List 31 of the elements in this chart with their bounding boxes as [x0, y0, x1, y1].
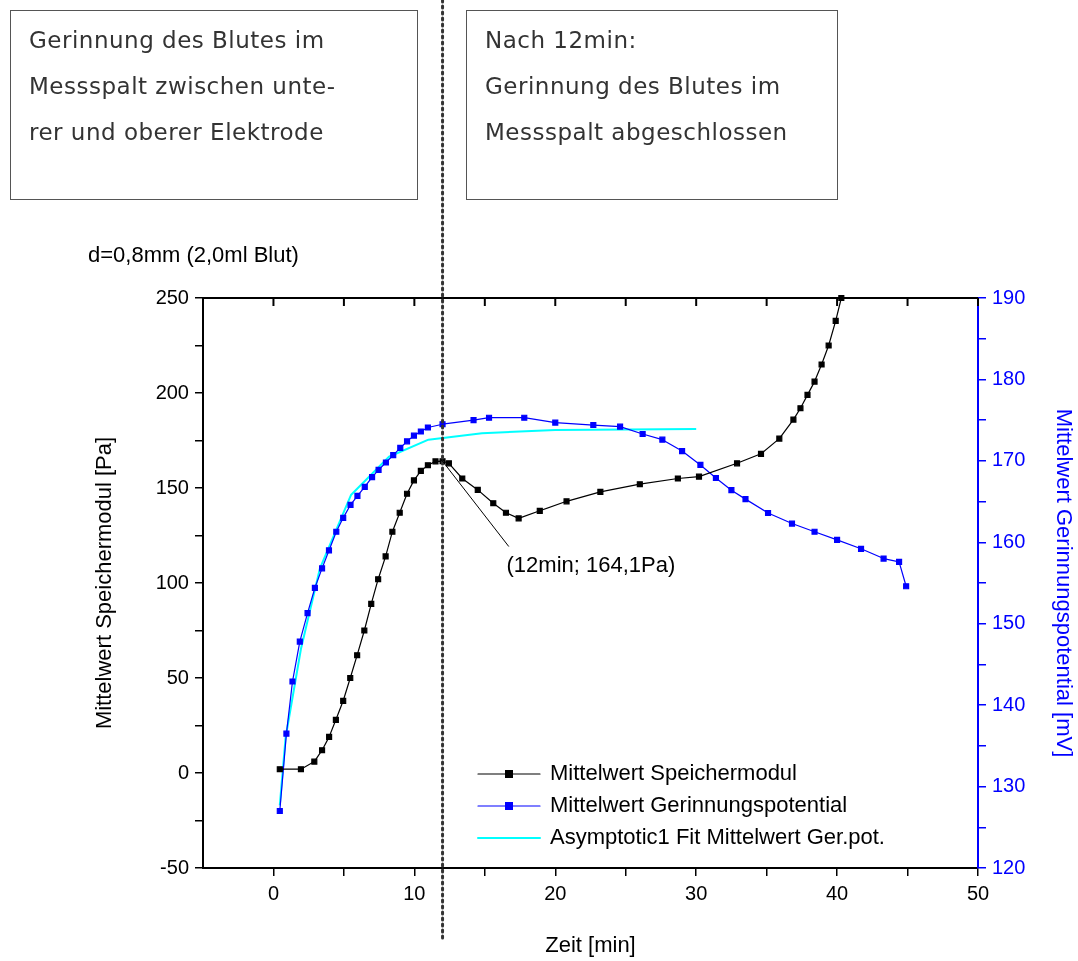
- y-axis-title: Mittelwert Speichermodul [Pa]: [91, 436, 117, 730]
- x-axis-title: Zeit [min]: [545, 931, 636, 957]
- y2-tick-label: 160: [992, 529, 1026, 552]
- y2-axis-title: Mittelwert Gerinnungspotential [mV]: [1051, 408, 1077, 758]
- x-tick-label: 0: [267, 881, 280, 904]
- annotation: (12min; 164,1Pa): [506, 552, 676, 578]
- x-tick-label: 10: [403, 881, 426, 904]
- legend-label: Asymptotic1 Fit Mittelwert Ger.pot.: [550, 824, 885, 850]
- y-tick-label: 50: [166, 665, 189, 688]
- y-tick-label: -50: [160, 855, 189, 878]
- y-tick-label: 200: [155, 380, 189, 403]
- text: Nach 12min: Gerinnung des Blutes im Messspalt abgeschlossen: [485, 26, 789, 147]
- x-tick-label: 40: [825, 881, 849, 904]
- y2-tick-label: 130: [992, 774, 1026, 797]
- chart-title: d=0,8mm (2,0ml Blut): [88, 242, 299, 267]
- y2-tick-label: 140: [992, 692, 1026, 715]
- legend-label: Mittelwert Gerinnungspotential: [550, 792, 848, 818]
- text: Gerinnung des Blutes im Messspalt zwischen unte- rer und oberer Elektrode: [29, 26, 337, 147]
- y-tick-label: 100: [155, 570, 189, 593]
- y-tick-label: 250: [155, 285, 189, 308]
- y2-tick-label: 180: [992, 366, 1026, 389]
- x-tick-label: 50: [966, 881, 990, 904]
- y2-tick-label: 150: [992, 611, 1026, 634]
- y2-tick-label: 190: [992, 285, 1026, 308]
- legend-label: Mittelwert Speichermodul: [550, 760, 797, 786]
- x-tick-label: 30: [685, 881, 708, 904]
- y-tick-label: 150: [155, 475, 189, 498]
- y2-tick-label: 170: [992, 448, 1026, 471]
- x-tick-label: 20: [544, 881, 567, 904]
- y2-tick-label: 120: [992, 855, 1026, 878]
- y-tick-label: 0: [177, 760, 189, 783]
